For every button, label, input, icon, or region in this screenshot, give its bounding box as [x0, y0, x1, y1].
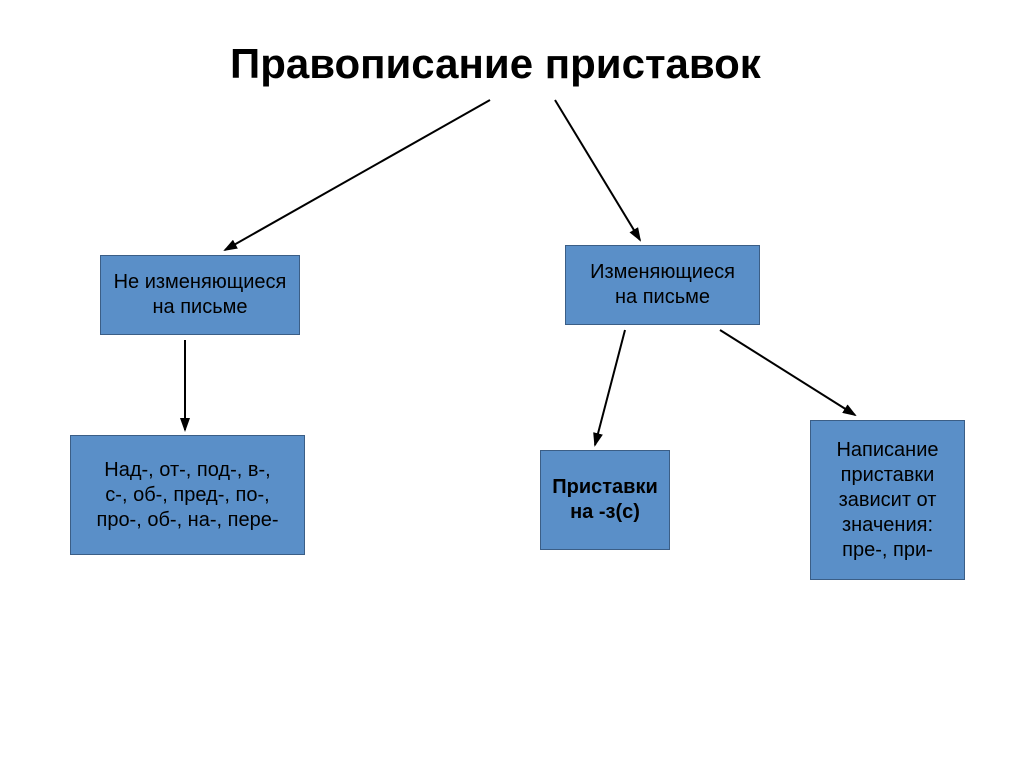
diagram-canvas: Правописание приставок Не изменяющиесяна…	[0, 0, 1024, 767]
node-unchanging: Не изменяющиесяна письме	[100, 255, 300, 335]
node-unchanging-list: Над-, от-, под-, в-,с-, об-, пред-, по-,…	[70, 435, 305, 555]
node-pre-pri: Написаниеприставкизависит отзначения:пре…	[810, 420, 965, 580]
arrows-layer	[0, 0, 1024, 767]
node-changing: Изменяющиесяна письме	[565, 245, 760, 325]
node-zs-prefixes: Приставкина -з(с)	[540, 450, 670, 550]
diagram-title: Правописание приставок	[230, 40, 761, 88]
